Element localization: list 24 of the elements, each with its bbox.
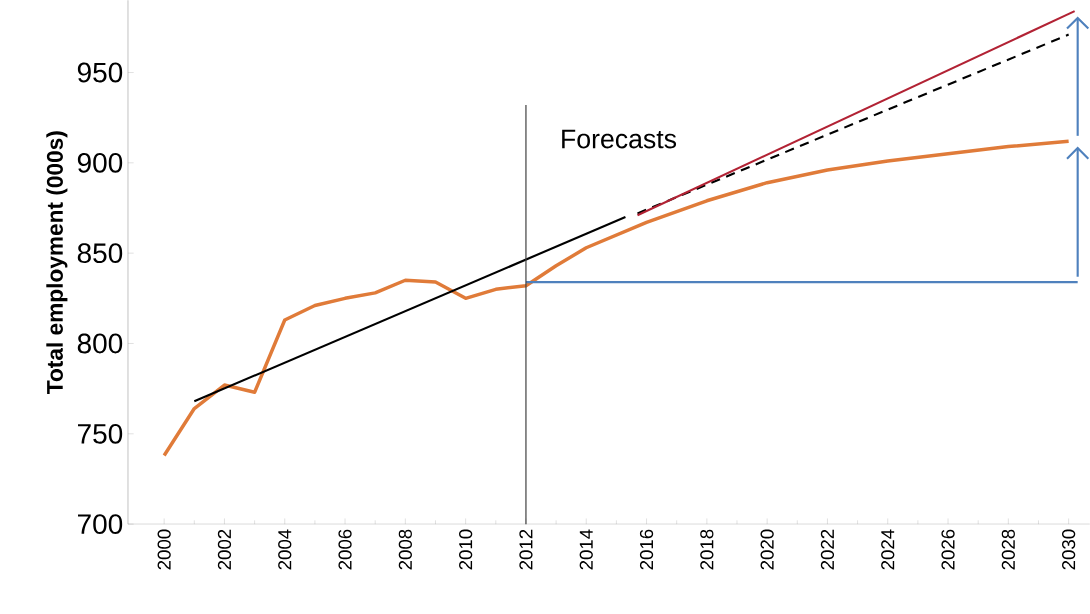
x-tick-label: 2008 [398, 529, 412, 570]
x-tick-label: 2020 [760, 529, 774, 570]
y-tick-label: 950 [77, 62, 123, 83]
x-tick-label: 2024 [881, 529, 895, 570]
x-tick-label: 2016 [639, 529, 654, 570]
x-tick-label: 2026 [941, 529, 955, 570]
x-tick-label: 2028 [1001, 529, 1015, 570]
x-tick-label: 2004 [278, 529, 292, 570]
ref-line-label: Forecasts [562, 129, 677, 149]
x-tick-label: 2014 [579, 529, 593, 570]
x-tick-label: 2006 [338, 529, 352, 570]
x-tick-label: 2022 [820, 529, 835, 570]
y-tick-label: 750 [78, 423, 123, 444]
x-tick-label: 2030 [1062, 529, 1076, 570]
x-tick-label: 2002 [217, 529, 232, 570]
y-tick-label: 700 [78, 514, 123, 534]
y-tick-label: 850 [77, 243, 123, 264]
x-tick-label: 2010 [459, 529, 473, 570]
x-tick-label: 2000 [157, 529, 171, 570]
y-tick-label: 800 [77, 333, 123, 354]
y-axis-title: Total employment (000s) [46, 131, 68, 394]
x-tick-label: 2012 [519, 529, 533, 570]
x-tick-label: 2018 [700, 529, 714, 570]
y-tick-label: 900 [77, 152, 123, 173]
